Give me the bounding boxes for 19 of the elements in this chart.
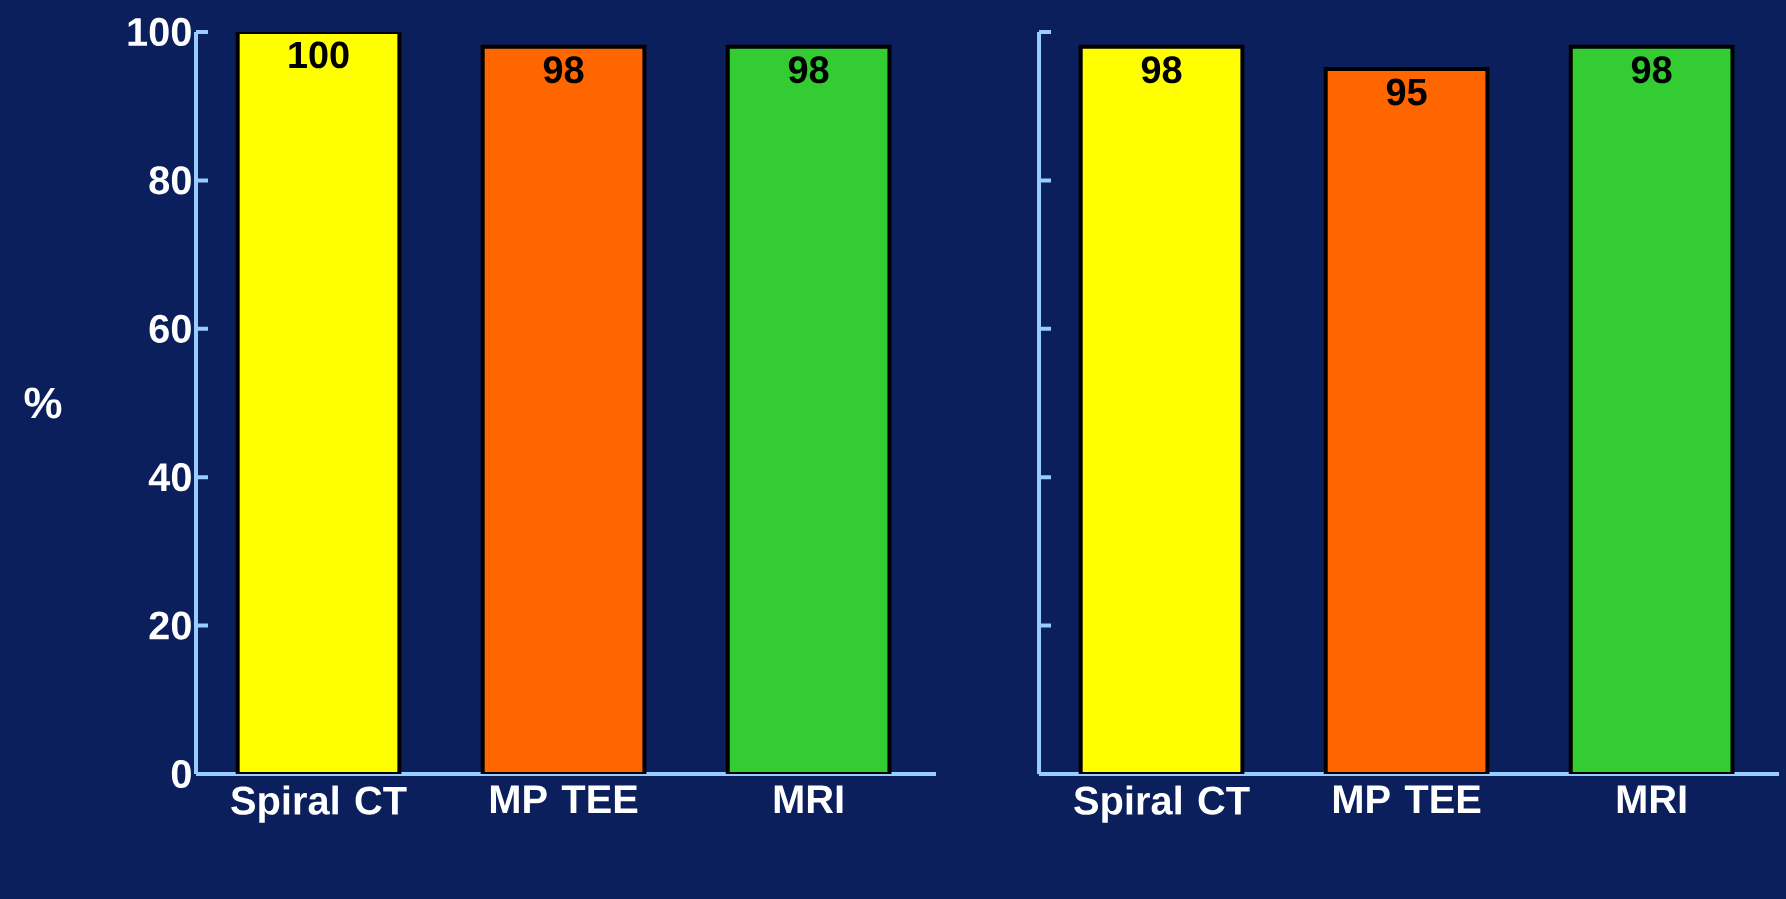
y-tick-label: 80	[149, 166, 191, 195]
data-label: 98	[543, 56, 584, 84]
y-axis-title: %	[24, 387, 62, 419]
data-label: 98	[1631, 56, 1672, 84]
y-tick-label: 40	[148, 463, 191, 492]
data-label: 98	[788, 56, 829, 84]
data-label: 98	[1141, 56, 1182, 84]
data-label: 95	[1386, 78, 1427, 106]
data-label: 100	[289, 41, 349, 69]
x-tick-label: Spiral CT	[231, 785, 407, 823]
x-tick-label: MP TEE	[490, 785, 638, 813]
y-tick-label: 60	[149, 314, 191, 343]
x-tick-label: Spiral CT	[1074, 785, 1250, 823]
x-tick-label: MP TEE	[1333, 785, 1481, 813]
y-tick-label: 0	[171, 759, 191, 789]
x-tick-label: MRI	[1617, 785, 1686, 813]
y-tick-label: 100	[128, 17, 191, 47]
y-tick-label: 20	[149, 611, 191, 640]
x-tick-label: MRI	[774, 785, 843, 813]
